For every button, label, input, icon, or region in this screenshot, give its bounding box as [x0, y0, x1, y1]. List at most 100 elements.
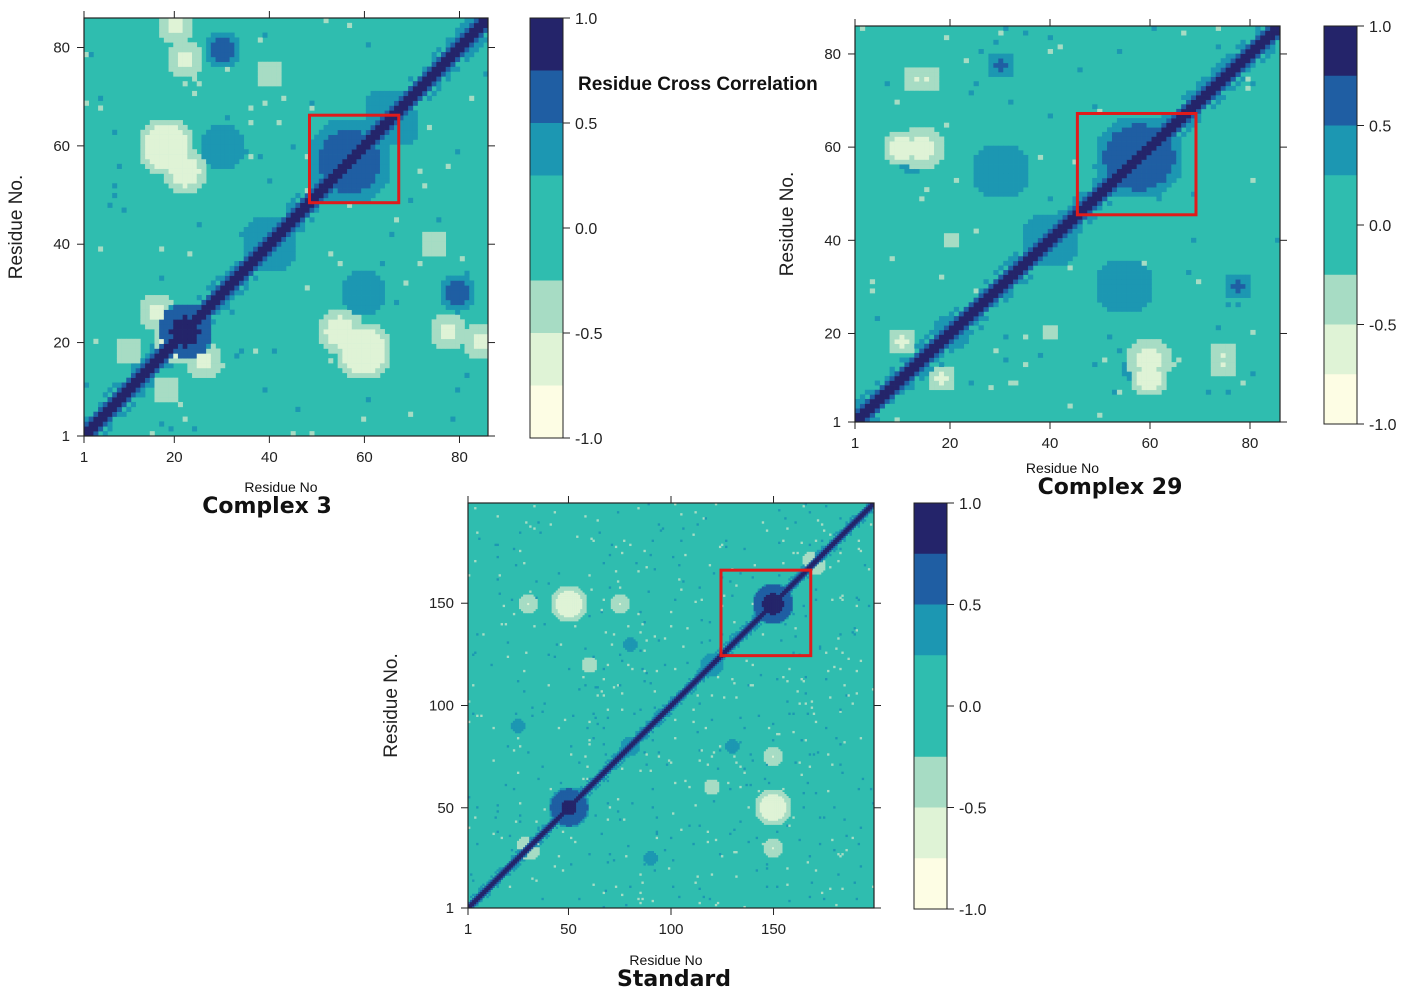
heatmap-cell [1048, 238, 1053, 243]
heatmap-cell [281, 237, 286, 242]
heatmap-cell [192, 42, 197, 47]
heatmap-cell [216, 130, 221, 135]
heatmap-cell [1156, 150, 1161, 155]
heatmap-cell [201, 169, 206, 174]
heatmap-cell [1023, 252, 1028, 257]
heatmap-cell [490, 880, 492, 882]
heatmap-cell [1068, 229, 1073, 234]
heatmap-cell [1132, 183, 1137, 188]
heatmap-cell [164, 344, 169, 349]
heatmap-cell [521, 845, 523, 847]
heatmap-cell [521, 723, 523, 725]
heatmap-cell [533, 837, 535, 839]
heatmap-cell [998, 187, 1003, 192]
heatmap-cell [1023, 261, 1028, 266]
heatmap-cell [356, 280, 361, 285]
heatmap-cell [1033, 252, 1038, 257]
heatmap-cell [403, 130, 408, 135]
heatmap-cell [621, 709, 623, 711]
heatmap-cell [356, 164, 361, 169]
heatmap-cell [988, 178, 993, 183]
heatmap-cell [552, 823, 554, 825]
heatmap-cell [178, 329, 183, 334]
heatmap-cell [211, 353, 216, 358]
heatmap-cell [572, 796, 574, 798]
heatmap-cell [352, 125, 357, 130]
heatmap-cell [140, 310, 145, 315]
heatmap-cell [570, 798, 572, 800]
heatmap-cell [187, 18, 192, 23]
heatmap-cell [570, 609, 572, 611]
heatmap-cell [1147, 173, 1152, 178]
heatmap-cell [914, 137, 919, 142]
heatmap-cell [150, 149, 155, 154]
heatmap-cell [375, 339, 380, 344]
heatmap-cell [890, 160, 895, 165]
heatmap-cell [380, 344, 385, 349]
heatmap-cell [476, 902, 478, 904]
heatmap-cell [558, 808, 560, 810]
heatmap-cell [574, 607, 576, 609]
heatmap-cell [263, 242, 268, 247]
heatmap-cell [574, 816, 576, 818]
heatmap-cell [469, 18, 474, 23]
heatmap-cell [533, 839, 535, 841]
heatmap-cell [173, 144, 178, 149]
heatmap-cell [517, 855, 519, 857]
heatmap-cell [566, 798, 568, 800]
heatmap-cell [418, 91, 423, 96]
heatmap-cell [586, 662, 588, 664]
heatmap-cell [617, 609, 619, 611]
heatmap-cell [535, 835, 537, 837]
heatmap-cell [465, 285, 470, 290]
heatmap-cell [521, 607, 523, 609]
heatmap-cell [371, 174, 376, 179]
heatmap-cell [112, 402, 117, 407]
heatmap-cell [201, 363, 206, 368]
heatmap-cell [1117, 155, 1122, 160]
heatmap-cell [371, 280, 376, 285]
heatmap-cell [342, 310, 347, 315]
heatmap-cell [432, 67, 437, 72]
heatmap-cell [230, 135, 235, 140]
heatmap-cell [993, 192, 998, 197]
heatmap-cell [1161, 362, 1166, 367]
heatmap-cell [239, 290, 244, 295]
heatmap-cell [572, 823, 574, 825]
heatmap-cell [319, 183, 324, 188]
heatmap-cell [625, 741, 627, 743]
heatmap-cell [183, 144, 188, 149]
heatmap-cell [295, 222, 300, 227]
heatmap-cell [460, 28, 465, 33]
heatmap-cell [578, 605, 580, 607]
heatmap-cell [535, 847, 537, 849]
heatmap-cell [578, 792, 580, 794]
heatmap-cell [164, 319, 169, 324]
heatmap-cell [939, 137, 944, 142]
heatmap-cell [1226, 293, 1231, 298]
heatmap-cell [1186, 95, 1191, 100]
heatmap-cell [220, 280, 225, 285]
heatmap-cell [570, 808, 572, 810]
heatmap-cell [623, 641, 625, 643]
heatmap-cell [211, 42, 216, 47]
heatmap-cell [576, 812, 578, 814]
heatmap-cell [347, 300, 352, 305]
heatmap-cell [1127, 169, 1132, 174]
heatmap-cell [1008, 279, 1013, 284]
heatmap-cell [580, 804, 582, 806]
heatmap-cell [974, 229, 979, 234]
heatmap-cell [220, 130, 225, 135]
heatmap-cell [1127, 307, 1132, 312]
heatmap-cell [1221, 358, 1226, 363]
heatmap-cell [371, 329, 376, 334]
heatmap-cell [347, 280, 352, 285]
heatmap-cell [509, 886, 511, 888]
heatmap-cell [904, 77, 909, 82]
heatmap-cell [519, 725, 521, 727]
heatmap-cell [572, 715, 574, 717]
heatmap-cell [988, 72, 993, 77]
heatmap-cell [919, 371, 924, 376]
heatmap-cell [248, 154, 253, 159]
